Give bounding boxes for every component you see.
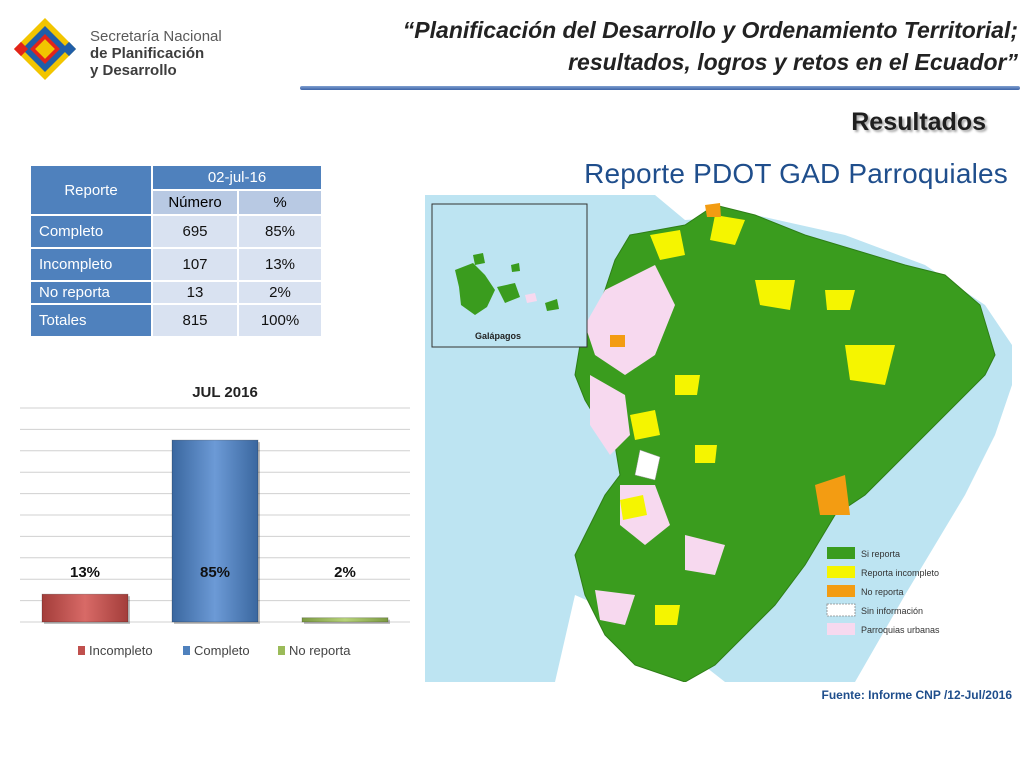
ecuador-mainland bbox=[574, 204, 996, 682]
row-label: Completo bbox=[30, 215, 152, 248]
galapagos-inset bbox=[431, 203, 588, 348]
table-col-percent: % bbox=[238, 190, 322, 215]
report-title: Reporte PDOT GAD Parroquiales bbox=[584, 158, 1008, 189]
table-row: Completo 695 85% bbox=[30, 215, 322, 248]
bar-chart: 13% 85% 2% Incompleto Completo No reporta bbox=[20, 407, 410, 658]
presentation-title: “Planificación del Desarrollo y Ordenami… bbox=[300, 14, 1018, 78]
logo-line-1: Secretaría Nacional bbox=[90, 28, 222, 45]
table-header-date: 02-jul-16 bbox=[152, 165, 322, 190]
legend-swatch-no-reporta bbox=[827, 585, 855, 597]
logo-line-3: y Desarrollo bbox=[90, 62, 177, 79]
senplades-logo: Secretaría Nacional de Planificación y D… bbox=[12, 14, 242, 84]
legend-label: Completo bbox=[194, 643, 250, 658]
bar-data-label: 2% bbox=[334, 564, 356, 581]
legend-swatch bbox=[278, 646, 285, 655]
chart-title: JUL 2016 bbox=[192, 384, 258, 401]
galapagos-label: Galápagos bbox=[475, 331, 521, 341]
title-divider bbox=[300, 86, 1020, 90]
legend-swatch bbox=[183, 646, 190, 655]
bar-incompleto bbox=[41, 593, 129, 623]
row-number: 815 bbox=[152, 304, 238, 337]
row-number: 107 bbox=[152, 248, 238, 281]
legend-swatch-incompleto bbox=[827, 566, 855, 578]
bar-completo bbox=[171, 439, 259, 623]
legend-swatch-sin-info bbox=[826, 603, 856, 617]
row-label: No reporta bbox=[30, 281, 152, 304]
bar-no-reporta bbox=[301, 617, 389, 623]
legend-label-sin-info: Sin información bbox=[861, 606, 923, 616]
row-percent: 85% bbox=[238, 215, 322, 248]
legend-swatch-urbanas bbox=[827, 623, 855, 635]
logo-line-2: de Planificación bbox=[90, 45, 205, 62]
bar-data-label: 13% bbox=[70, 564, 100, 581]
row-percent: 100% bbox=[238, 304, 322, 337]
table-row: No reporta 13 2% bbox=[30, 281, 322, 304]
logo-text: Secretaría Nacional de Planificación y D… bbox=[90, 28, 222, 79]
parroquias-map: Galápagos Si reporta Reporta incompleto … bbox=[425, 195, 1012, 682]
legend-label-incompleto: Reporta incompleto bbox=[861, 568, 939, 578]
row-percent: 2% bbox=[238, 281, 322, 304]
table-header-label: Reporte bbox=[30, 165, 152, 215]
row-label: Incompleto bbox=[30, 248, 152, 281]
legend-swatch-si-reporta bbox=[827, 547, 855, 559]
legend-label-si-reporta: Si reporta bbox=[861, 549, 900, 559]
legend-label: Incompleto bbox=[89, 643, 153, 658]
legend-label: No reporta bbox=[289, 643, 351, 658]
title-line-1: “Planificación del Desarrollo y Ordenami… bbox=[402, 17, 1018, 43]
bar-data-label: 85% bbox=[200, 564, 230, 581]
row-percent: 13% bbox=[238, 248, 322, 281]
logo-mark-icon bbox=[13, 18, 77, 80]
section-title: Resultados bbox=[851, 108, 986, 136]
legend-label-no-reporta: No reporta bbox=[861, 587, 904, 597]
table-col-number: Número bbox=[152, 190, 238, 215]
row-number: 13 bbox=[152, 281, 238, 304]
legend-label-urbanas: Parroquias urbanas bbox=[861, 625, 940, 635]
table-row: Totales 815 100% bbox=[30, 304, 322, 337]
title-line-2: resultados, logros y retos en el Ecuador… bbox=[568, 49, 1018, 75]
report-table: Reporte 02-jul-16 Número % Completo 695 … bbox=[30, 165, 322, 337]
legend-swatch bbox=[78, 646, 85, 655]
row-number: 695 bbox=[152, 215, 238, 248]
ecuador-map: Galápagos Si reporta Reporta incompleto … bbox=[425, 195, 1012, 682]
source-note: Fuente: Informe CNP /12-Jul/2016 bbox=[821, 688, 1013, 702]
row-label: Totales bbox=[30, 304, 152, 337]
table-row: Incompleto 107 13% bbox=[30, 248, 322, 281]
